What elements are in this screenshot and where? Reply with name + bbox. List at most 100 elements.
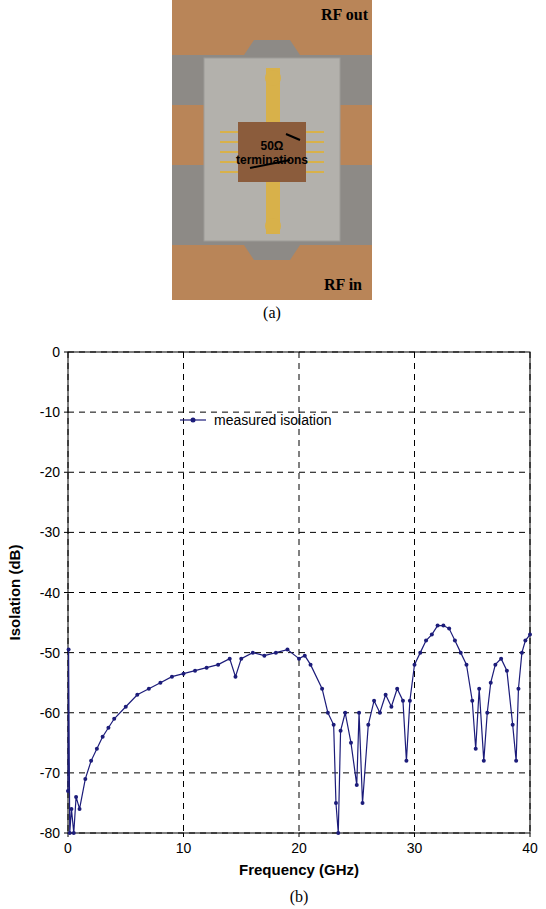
point (511, 723, 515, 727)
point (320, 687, 324, 691)
bond-wire (306, 171, 324, 173)
point (233, 675, 237, 679)
point (67, 648, 71, 652)
tick-x (183, 833, 184, 837)
copper-bottom (172, 245, 372, 300)
point (101, 735, 105, 739)
point (339, 729, 343, 733)
tick-label-y: -20 (40, 464, 60, 480)
tick-label-x: 40 (522, 840, 538, 856)
point (516, 687, 520, 691)
point (514, 759, 518, 763)
point (499, 657, 503, 661)
point (69, 807, 73, 811)
tick-label-y: -60 (40, 705, 60, 721)
point (447, 627, 451, 631)
point (408, 699, 412, 703)
point (193, 669, 197, 673)
plot-frame (68, 352, 530, 833)
point (470, 699, 474, 703)
tick-label-y: -30 (40, 524, 60, 540)
tick-y (64, 592, 68, 593)
point (523, 639, 527, 643)
point (112, 717, 116, 721)
tick-x (414, 833, 415, 837)
point (216, 663, 220, 667)
caption-b: (b) (290, 888, 309, 906)
point (182, 672, 186, 676)
point (384, 693, 388, 697)
bond-wire (306, 131, 324, 133)
x-axis-title: Frequency (GHz) (239, 861, 359, 878)
caption-a: (a) (263, 304, 281, 322)
point (251, 651, 255, 655)
annotation-line: 50Ω (261, 139, 284, 153)
point (95, 747, 99, 751)
tick-x (299, 833, 300, 837)
point (401, 699, 405, 703)
point (464, 663, 468, 667)
point (441, 624, 445, 628)
point (493, 663, 497, 667)
pad-top (266, 68, 280, 128)
point (372, 699, 376, 703)
tick-label-y: -70 (40, 765, 60, 781)
substrate (204, 58, 340, 241)
point (489, 681, 493, 685)
point (326, 711, 330, 715)
copper-top (172, 0, 372, 55)
bond-wire (306, 151, 324, 153)
tick-label-y: 0 (52, 344, 60, 360)
point (68, 831, 72, 835)
tick-y (64, 772, 68, 773)
legend-marker (191, 418, 196, 423)
series-line (68, 626, 530, 833)
point (239, 657, 243, 661)
grid (68, 352, 530, 833)
bond-wire (306, 141, 324, 143)
tick-x (530, 833, 531, 837)
point (477, 687, 481, 691)
point (389, 705, 393, 709)
tick-label-y: -10 (40, 404, 60, 420)
tick-y (64, 652, 68, 653)
point (424, 639, 428, 643)
tick-label-x: 10 (176, 840, 192, 856)
grid-line-y (68, 592, 530, 593)
tick-y (64, 352, 68, 353)
bond-wire (306, 161, 324, 163)
point (106, 726, 110, 730)
point (349, 741, 353, 745)
y-axis-title: Isolation (dB) (6, 545, 23, 641)
point (274, 651, 278, 655)
point (395, 687, 399, 691)
point (528, 633, 532, 637)
point (303, 654, 307, 658)
grid-line-y (68, 712, 530, 713)
tick-y (64, 712, 68, 713)
point (404, 759, 408, 763)
point (78, 807, 82, 811)
tick-y (64, 532, 68, 533)
point (336, 831, 340, 835)
point (453, 639, 457, 643)
bond-wire (220, 131, 238, 133)
point (482, 759, 486, 763)
data-group (66, 624, 532, 835)
point (418, 651, 422, 655)
point (74, 795, 78, 799)
point (205, 666, 209, 670)
copper-right (338, 105, 372, 165)
arrow (250, 160, 290, 168)
grid-line-x (183, 352, 184, 833)
point (343, 711, 347, 715)
point (124, 705, 128, 709)
point (430, 633, 434, 637)
annotation-line: terminations (236, 153, 308, 167)
label-rf-out: RF out (321, 6, 369, 23)
chip (238, 122, 306, 182)
point (158, 681, 162, 685)
point (66, 789, 70, 793)
grid-line-x (414, 352, 415, 833)
point (170, 675, 174, 679)
